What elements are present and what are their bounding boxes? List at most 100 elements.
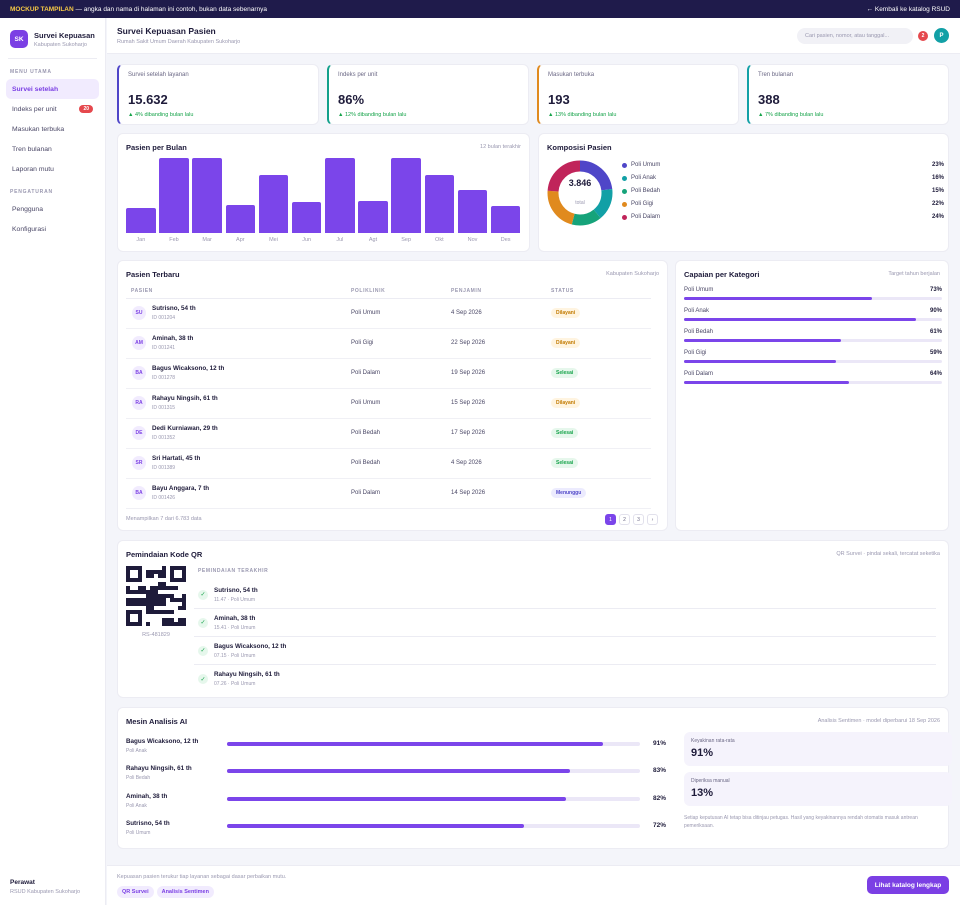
- table-row[interactable]: BA Bayu Anggara, 7 th ID 001426 Poli Dalam…: [126, 478, 651, 509]
- progress-pct: 64%: [929, 371, 942, 377]
- legend-dot: [622, 188, 627, 194]
- scan-item[interactable]: ✓ Aminah, 38 th 15.41 · Poli Umum: [194, 609, 936, 637]
- stat-label: Diperiksa manual: [691, 778, 730, 784]
- count-badge: 20: [79, 105, 93, 113]
- qr-module: [174, 622, 178, 626]
- table-row[interactable]: DE Dedi Kurniawan, 29 th ID 001352 Poli Be…: [126, 418, 651, 449]
- poli-cell: Poli Bedah: [351, 448, 451, 479]
- patient-initials: BA: [132, 366, 146, 380]
- progress-fill: [684, 381, 850, 384]
- table-row[interactable]: AM Aminah, 38 th ID 001241 Poli Gigi 22 Se…: [126, 328, 651, 359]
- bar-jul[interactable]: [325, 158, 355, 233]
- scan-item[interactable]: ✓ Rahayu Ningsih, 61 th 07.26 · Poli Umum: [194, 665, 936, 693]
- qr-module: [126, 590, 130, 594]
- x-tick-label: Jul: [336, 237, 344, 243]
- bar-feb[interactable]: [159, 158, 189, 233]
- patient-initials: AM: [132, 336, 146, 350]
- table-row[interactable]: SR Sri Hartati, 45 th ID 001389 Poli Bedah…: [126, 448, 651, 479]
- kpi-value: 86%: [338, 92, 365, 107]
- check-icon: ✓: [198, 589, 208, 600]
- qr-module: [126, 602, 130, 606]
- avatar[interactable]: P: [934, 28, 949, 43]
- kpi-value: 193: [548, 92, 570, 107]
- ai-title: Mesin Analisis AI: [126, 717, 188, 726]
- sidebar-item-masukan[interactable]: Masukan terbuka: [6, 119, 99, 139]
- patient-id: ID 001278: [152, 375, 176, 381]
- donut-slice-poli-dalam[interactable]: [547, 160, 613, 226]
- legend-dot: [622, 175, 627, 181]
- bar-mar[interactable]: [192, 158, 222, 233]
- brand-logo: SK: [10, 30, 28, 48]
- monthly-chart-card: Pasien per Bulan 12 bulan terakhir Jan Fe…: [117, 133, 530, 252]
- chip-analisis-sentimen[interactable]: Analisis Sentimen: [156, 886, 214, 898]
- qr-module: [158, 574, 162, 578]
- progress-fill: [684, 318, 917, 321]
- status-cell: Selesai: [551, 448, 651, 479]
- brand[interactable]: SK Survei Kepuasan Kabupaten Sukoharjo: [0, 18, 105, 58]
- sidebar-item-laporan[interactable]: Laporan mutu: [6, 159, 99, 179]
- progress-label: Poli Anak: [684, 308, 710, 314]
- composition-title: Komposisi Pasien: [547, 143, 612, 152]
- table-row[interactable]: BA Bagus Wicaksono, 12 th ID 001278 Poli D…: [126, 358, 651, 389]
- column-header: PASIEN: [126, 284, 351, 299]
- progress-item: Poli Umum 73%: [684, 287, 942, 300]
- status-badge: Dilayani: [551, 308, 581, 318]
- column-header: POLIKLINIK: [351, 284, 451, 299]
- donut-slice-poli-gigi[interactable]: [547, 160, 613, 226]
- table-row[interactable]: SU Sutrisno, 54 th ID 001204 Poli Umum 4 S…: [126, 298, 651, 329]
- next-page-button[interactable]: ›: [647, 514, 658, 525]
- legend-dot: [622, 162, 627, 168]
- bar-jun[interactable]: [291, 202, 322, 233]
- legend-pct: 24%: [931, 214, 944, 220]
- scan-item[interactable]: ✓ Sutrisno, 54 th 11.47 · Poli Umum: [194, 581, 936, 609]
- sidebar-item-survei[interactable]: Survei setelah: [6, 79, 99, 99]
- qr-module: [182, 618, 186, 622]
- qr-module: [146, 570, 150, 574]
- bar-des[interactable]: [490, 206, 521, 233]
- page-button-3[interactable]: 3: [633, 514, 644, 525]
- bar-apr[interactable]: [225, 204, 256, 233]
- qr-module: [142, 586, 146, 590]
- legend-label: Poli Umum: [631, 162, 661, 168]
- donut-chart: [547, 160, 613, 226]
- qr-module: [182, 594, 186, 598]
- qr-module: [166, 622, 170, 626]
- qr-module: [150, 610, 154, 614]
- qr-code-image[interactable]: [126, 566, 186, 626]
- sidebar-item-pengguna[interactable]: Pengguna: [6, 199, 99, 219]
- bar-jan[interactable]: [126, 208, 156, 233]
- bar-nov[interactable]: [457, 190, 488, 233]
- bar-mei[interactable]: [258, 174, 289, 233]
- donut-slice-poli-anak[interactable]: [547, 160, 613, 226]
- qr-module: [158, 586, 162, 590]
- column-header: STATUS: [551, 284, 651, 299]
- progress-track: [684, 297, 942, 300]
- bar-okt[interactable]: [424, 174, 455, 233]
- scan-item[interactable]: ✓ Bagus Wicaksono, 12 th 07.15 · Poli Umum: [194, 637, 936, 665]
- notification-badge[interactable]: 2: [918, 31, 928, 41]
- chip-qr-survei[interactable]: QR Survei: [117, 886, 154, 898]
- qr-module: [158, 610, 162, 614]
- ai-row-name: Rahayu Ningsih, 61 th: [126, 765, 192, 772]
- sidebar-item-tren[interactable]: Tren bulanan: [6, 139, 99, 159]
- bar-agt[interactable]: [358, 200, 388, 233]
- search-input[interactable]: Cari pasien, nomor, atau tanggal...: [797, 28, 913, 44]
- date-cell: 22 Sep 2026: [451, 328, 551, 359]
- page-button-1[interactable]: 1: [605, 514, 616, 525]
- sidebar-item-indeks[interactable]: Indeks per unit 20: [6, 99, 99, 119]
- back-to-catalog-link[interactable]: ← Kembali ke katalog RSUD: [866, 5, 950, 13]
- ai-note: Setiap keputusan AI tetap bisa ditinjau …: [684, 815, 918, 829]
- page-button-2[interactable]: 2: [619, 514, 630, 525]
- view-catalog-button[interactable]: Lihat katalog lengkap: [867, 876, 949, 894]
- kpi-label: Indeks per unit: [338, 72, 378, 78]
- sidebar-item-label: Laporan mutu: [12, 165, 54, 173]
- qr-module: [178, 622, 182, 626]
- donut-slice-poli-bedah[interactable]: [547, 160, 613, 226]
- table-row[interactable]: RA Rahayu Ningsih, 61 th ID 001315 Poli Um…: [126, 388, 651, 419]
- bar-sep[interactable]: [391, 158, 421, 233]
- qr-module: [158, 570, 162, 574]
- sidebar-item-label: Survei setelah: [12, 85, 59, 93]
- qr-finder-inner: [130, 614, 138, 622]
- sidebar-item-konfigurasi[interactable]: Konfigurasi: [6, 219, 99, 239]
- composition-card: Komposisi Pasien 3.846 total Poli Umum 23…: [538, 133, 949, 252]
